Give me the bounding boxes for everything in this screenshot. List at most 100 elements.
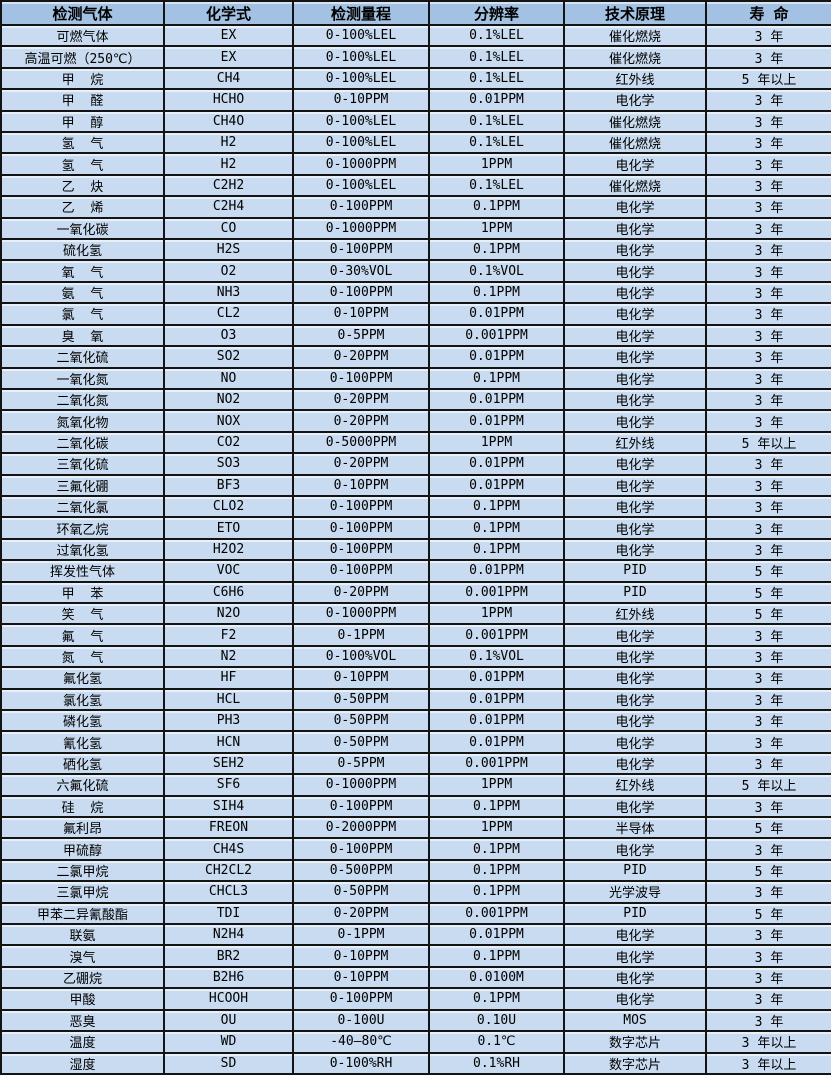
table-cell-gas: 乙 烯 [0, 195, 165, 219]
table-cell-formula: NOX [163, 409, 294, 433]
table-cell-resolution: 0.01PPM [428, 387, 565, 412]
column-header-gas: 检测气体 [0, 0, 165, 26]
table-cell-formula: EX [163, 45, 294, 69]
table-cell-lifespan: 3 年 [705, 1008, 831, 1033]
table-cell-lifespan: 3 年以上 [705, 1030, 831, 1054]
table-cell-resolution: 0.1PPM [428, 516, 565, 540]
table-cell-range: 0-50PPM [292, 880, 430, 904]
table-cell-range: 0-1000PPM [292, 601, 430, 626]
table-cell-lifespan: 3 年 [705, 537, 831, 562]
table-cell-principle: 电化学 [563, 965, 707, 990]
table-cell-principle: 电化学 [563, 837, 707, 861]
table-cell-range: 0-10PPM [292, 965, 430, 990]
table-cell-formula: CL2 [163, 302, 294, 326]
column-header-lifespan: 寿 命 [705, 0, 831, 26]
table-cell-principle: 电化学 [563, 537, 707, 562]
table-cell-gas: 恶臭 [0, 1008, 165, 1033]
table-cell-formula: CO [163, 216, 294, 241]
table-cell-gas: 笑 气 [0, 601, 165, 626]
table-row: 温度 WD -40—80℃ 0.1℃ 数字芯片 3 年以上 [0, 1030, 831, 1054]
table-row: 三氯甲烷 CHCL3 0-50PPM 0.1PPM 光学波导 3 年 [0, 880, 831, 904]
table-cell-resolution: 1PPM [428, 601, 565, 626]
table-cell-principle: 电化学 [563, 323, 707, 348]
table-row: 高温可燃（250℃） EX 0-100%LEL 0.1%LEL 催化燃烧 3 年 [0, 45, 831, 69]
table-cell-lifespan: 3 年 [705, 45, 831, 69]
table-cell-lifespan: 5 年以上 [705, 430, 831, 455]
table-cell-resolution: 1PPM [428, 152, 565, 176]
table-cell-range: 0-100%VOL [292, 644, 430, 669]
table-cell-formula: TDI [163, 901, 294, 926]
table-cell-range: 0-100%LEL [292, 66, 430, 91]
table-cell-lifespan: 3 年 [705, 23, 831, 48]
table-cell-lifespan: 3 年 [705, 280, 831, 305]
table-cell-resolution: 0.01PPM [428, 730, 565, 754]
table-cell-resolution: 0.1%LEL [428, 45, 565, 69]
table-row: 一氧化氮 NO 0-100PPM 0.1PPM 电化学 3 年 [0, 366, 831, 390]
table-cell-principle: 光学波导 [563, 880, 707, 904]
table-cell-gas: 一氧化氮 [0, 366, 165, 390]
column-header-resolution: 分辨率 [428, 0, 565, 26]
table-cell-principle: 电化学 [563, 944, 707, 968]
table-cell-range: 0-100%LEL [292, 109, 430, 134]
table-cell-lifespan: 3 年 [705, 687, 831, 712]
table-row: 氢 气 H2 0-1000PPM 1PPM 电化学 3 年 [0, 152, 831, 176]
table-cell-lifespan: 3 年 [705, 644, 831, 669]
table-cell-formula: HCL [163, 687, 294, 712]
table-cell-resolution: 0.01PPM [428, 923, 565, 947]
table-cell-resolution: 0.01PPM [428, 345, 565, 369]
table-cell-resolution: 0.001PPM [428, 580, 565, 604]
table-cell-formula: N2O [163, 601, 294, 626]
table-cell-resolution: 0.1%LEL [428, 109, 565, 134]
table-cell-principle: 数字芯片 [563, 1030, 707, 1054]
table-cell-principle: PID [563, 580, 707, 604]
table-cell-resolution: 0.001PPM [428, 323, 565, 348]
table-row: 过氧化氢 H2O2 0-100PPM 0.1PPM 电化学 3 年 [0, 537, 831, 562]
table-cell-principle: 电化学 [563, 88, 707, 112]
table-cell-principle: 红外线 [563, 430, 707, 455]
table-cell-gas: 高温可燃（250℃） [0, 45, 165, 69]
table-cell-formula: BR2 [163, 944, 294, 968]
table-cell-formula: NO2 [163, 387, 294, 412]
table-cell-principle: 电化学 [563, 666, 707, 690]
table-cell-resolution: 0.01PPM [428, 559, 565, 583]
table-cell-principle: 电化学 [563, 687, 707, 712]
table-cell-principle: 电化学 [563, 623, 707, 647]
table-cell-principle: 催化燃烧 [563, 173, 707, 198]
table-cell-lifespan: 5 年 [705, 559, 831, 583]
table-cell-formula: H2O2 [163, 537, 294, 562]
table-cell-range: 0-20PPM [292, 580, 430, 604]
table-cell-resolution: 1PPM [428, 816, 565, 840]
table-body: 可燃气体 EX 0-100%LEL 0.1%LEL 催化燃烧 3 年高温可燃（250℃） E… [0, 23, 831, 1075]
table-cell-principle: 电化学 [563, 302, 707, 326]
table-row: 二氧化硫 SO2 0-20PPM 0.01PPM 电化学 3 年 [0, 345, 831, 369]
table-cell-lifespan: 3 年 [705, 323, 831, 348]
table-cell-principle: PID [563, 858, 707, 883]
table-cell-gas: 三氟化硼 [0, 473, 165, 497]
table-cell-gas: 甲酸 [0, 987, 165, 1011]
table-cell-lifespan: 3 年 [705, 751, 831, 776]
table-row: 二氧化碳 CO2 0-5000PPM 1PPM 红外线 5 年以上 [0, 430, 831, 455]
table-cell-range: 0-100PPM [292, 280, 430, 305]
table-cell-formula: SEH2 [163, 751, 294, 776]
table-row: 乙 炔 C2H2 0-100%LEL 0.1%LEL 催化燃烧 3 年 [0, 173, 831, 198]
table-cell-gas: 磷化氢 [0, 708, 165, 733]
table-cell-resolution: 0.1PPM [428, 794, 565, 819]
table-cell-formula: O3 [163, 323, 294, 348]
table-cell-range: 0-20PPM [292, 901, 430, 926]
table-cell-gas: 乙硼烷 [0, 965, 165, 990]
table-cell-gas: 甲 苯 [0, 580, 165, 604]
table-cell-gas: 挥发性气体 [0, 559, 165, 583]
table-cell-formula: HF [163, 666, 294, 690]
table-cell-principle: 催化燃烧 [563, 109, 707, 134]
table-row: 笑 气 N2O 0-1000PPM 1PPM 红外线 5 年 [0, 601, 831, 626]
table-cell-gas: 氧 气 [0, 259, 165, 283]
table-row: 硒化氢 SEH2 0-5PPM 0.001PPM 电化学 3 年 [0, 751, 831, 776]
table-cell-range: 0-20PPM [292, 387, 430, 412]
table-cell-gas: 溴气 [0, 944, 165, 968]
table-row: 二氧化氯 CLO2 0-100PPM 0.1PPM 电化学 3 年 [0, 494, 831, 519]
table-cell-gas: 二氧化硫 [0, 345, 165, 369]
table-cell-principle: 电化学 [563, 409, 707, 433]
table-cell-formula: C6H6 [163, 580, 294, 604]
table-row: 环氧乙烷 ETO 0-100PPM 0.1PPM 电化学 3 年 [0, 516, 831, 540]
table-cell-principle: 电化学 [563, 473, 707, 497]
